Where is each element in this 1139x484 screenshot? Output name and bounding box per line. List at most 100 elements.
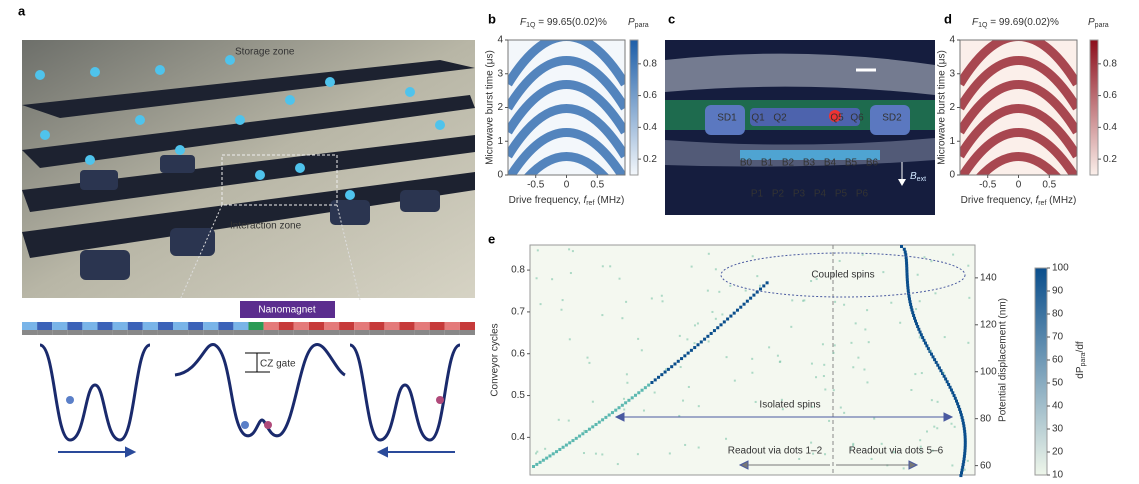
strip-cell [308,330,324,335]
noise-point [873,417,876,420]
x-tick-label: 0.5 [590,180,604,191]
noise-point [951,464,954,467]
strip-cell [127,330,143,335]
y-tick-label: 1 [497,136,503,147]
trace-point [949,388,953,392]
strip-cell [339,330,355,335]
subscript: para [635,22,649,29]
trace-point [689,348,693,352]
trace-point [749,296,753,300]
strip-cell [82,330,98,335]
trace-point [960,416,964,420]
barrier-label: B4 [824,158,837,169]
trace-point [945,380,949,384]
strip-cell [188,330,204,335]
symbol: P [628,17,635,28]
panel-label: d [944,11,952,26]
trace-point [961,418,965,422]
strip-cell [127,322,143,330]
strip-cell [233,322,249,330]
strip-cell [324,322,340,330]
arrows [58,446,455,458]
trace-point [905,272,909,276]
trace-point [617,406,621,410]
noise-point [864,328,867,331]
trace-point [906,283,910,287]
noise-point [861,253,864,256]
trace-point [633,393,637,397]
strip-cell [203,330,219,335]
trace-point [561,445,565,449]
noise-point [583,429,586,432]
trace-point [931,355,935,359]
strip-cell [173,322,189,330]
trace-point [925,344,929,348]
noise-point [609,265,612,268]
scatter-points [532,245,971,478]
trace-point [909,302,913,306]
strip-cell [414,330,430,335]
trace-point [963,449,967,453]
annotation: Readout via dots 5–6 [849,446,944,457]
strip-cell [459,330,475,335]
x-tick-label: 0 [1016,180,1022,191]
noise-point [843,411,846,414]
strip-cell [142,322,158,330]
panel-label: c [668,11,675,26]
trace-point [960,471,964,475]
trace-point [961,463,965,467]
trace-point [963,435,967,439]
gate-label: SD2 [882,113,902,124]
trace-point [963,446,967,450]
trace-point [555,450,559,454]
trace-point [765,281,769,285]
strip-cell [444,330,460,335]
strip-cell [82,322,98,330]
trace-point [630,396,634,400]
noise-point [919,439,922,442]
trace-point [693,346,697,350]
strip-cell [248,330,264,335]
noise-point [616,463,619,466]
chart-title: F1Q = 99.69(0.02)% [972,17,1059,29]
noise-point [544,447,547,450]
annotation: Nanomagnet [258,305,315,316]
noise-point [693,342,696,345]
potential-wells [39,343,461,442]
noise-point [832,389,835,392]
strip-cell [399,322,415,330]
colorbar-tick-label: 50 [1052,378,1064,389]
strip-cell [97,322,113,330]
trace-point [907,297,911,301]
noise-point [776,354,779,357]
colorbar-tick-label: 0.6 [1103,90,1117,101]
y-tick-label: 0.5 [511,390,525,401]
noise-point [918,336,921,339]
strip-cell [369,322,385,330]
trace-point [923,341,927,345]
noise-point [725,437,728,440]
micrograph: Bext [665,40,935,215]
trace-point [699,340,703,344]
noise-point [586,356,589,359]
unit: (MHz) [1046,195,1076,206]
trace-point [921,336,925,340]
noise-point [640,349,643,352]
trace-point [538,460,542,464]
trace-point [716,326,720,330]
subscript: ext [917,176,926,183]
colorbar [629,39,639,176]
arrows [614,412,954,470]
trace-point [614,408,618,412]
trace-point [917,327,921,331]
noise-point [711,310,714,313]
noise-point [684,443,687,446]
magnet-strip [22,322,475,335]
y2-tick-label: 60 [980,460,992,471]
trace-point [916,325,920,329]
trace-point [962,424,966,428]
strip-cell [293,330,309,335]
noise-point [828,419,831,422]
trace-point [719,323,723,327]
